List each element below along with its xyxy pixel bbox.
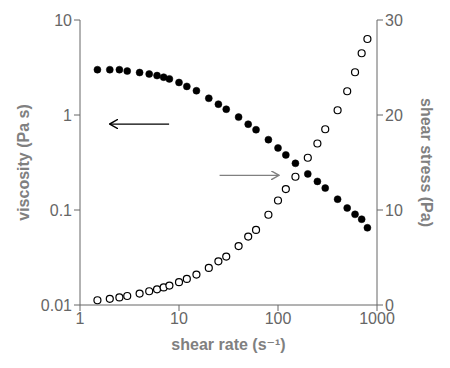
svg-text:1: 1 bbox=[63, 107, 72, 124]
svg-text:shear stress (Pa): shear stress (Pa) bbox=[418, 98, 435, 227]
svg-text:10: 10 bbox=[170, 310, 188, 327]
svg-text:1000: 1000 bbox=[359, 310, 395, 328]
svg-text:0: 0 bbox=[385, 297, 394, 314]
svg-text:viscosity (Pa s): viscosity (Pa s) bbox=[15, 104, 32, 221]
svg-text:0.1: 0.1 bbox=[50, 202, 72, 219]
svg-text:1: 1 bbox=[76, 310, 85, 327]
svg-text:10: 10 bbox=[385, 202, 403, 219]
svg-text:10: 10 bbox=[54, 12, 72, 29]
svg-text:shear rate (s⁻¹): shear rate (s⁻¹) bbox=[171, 336, 285, 353]
svg-text:20: 20 bbox=[385, 107, 403, 124]
svg-text:0.01: 0.01 bbox=[41, 297, 72, 314]
svg-text:100: 100 bbox=[265, 310, 292, 327]
svg-text:30: 30 bbox=[385, 12, 403, 29]
